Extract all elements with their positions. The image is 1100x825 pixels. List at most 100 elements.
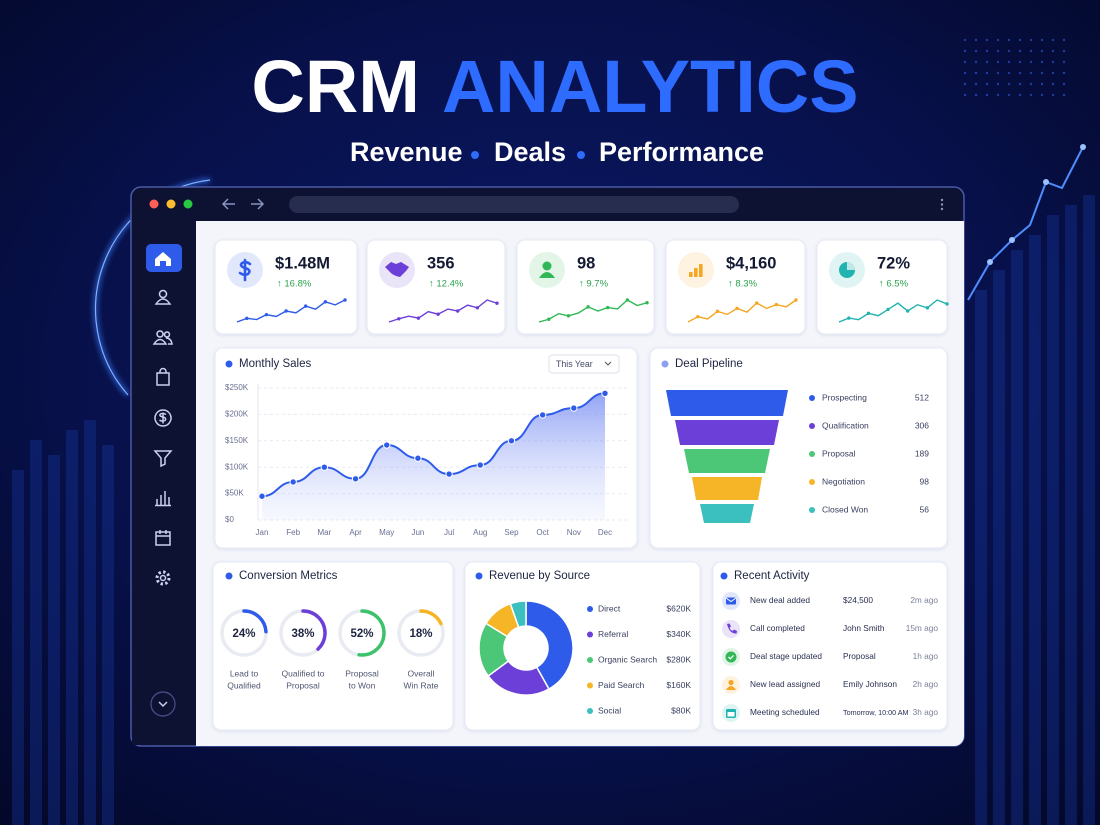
decor-dot xyxy=(1051,71,1055,75)
x-tick-label: Sep xyxy=(504,528,519,537)
activity-detail: Proposal xyxy=(843,651,876,661)
decor-dot xyxy=(1040,38,1044,42)
nav-products[interactable] xyxy=(156,367,170,386)
bars-icon xyxy=(699,264,703,277)
sparkline-point xyxy=(475,306,480,310)
kpi-value: 72% xyxy=(877,254,910,272)
collapse-button[interactable] xyxy=(150,691,176,717)
decor-dot xyxy=(985,49,989,53)
sales-point xyxy=(476,461,484,469)
window-maximize[interactable] xyxy=(183,199,193,209)
decor-bar xyxy=(1065,205,1077,825)
sparkline-point xyxy=(625,298,630,302)
address-bar[interactable] xyxy=(289,196,739,213)
sparkline-point xyxy=(794,298,798,302)
decor-bar xyxy=(102,445,114,825)
headline-white: CRM xyxy=(251,45,420,128)
decor-dot xyxy=(985,82,989,86)
window-minimize[interactable] xyxy=(166,199,176,209)
decor-dot xyxy=(963,71,967,75)
nav-revenue[interactable] xyxy=(154,409,172,427)
dropdown-chevron xyxy=(604,361,612,366)
decor-dot xyxy=(1040,71,1044,75)
decor-dot xyxy=(1062,38,1066,42)
decor-dot xyxy=(963,93,967,97)
decor-dot xyxy=(1018,49,1022,53)
sparkline-point xyxy=(547,317,551,321)
forward-button[interactable] xyxy=(251,198,265,210)
sales-point xyxy=(351,475,360,483)
sparkline-point xyxy=(245,316,249,321)
decor-dot xyxy=(1007,49,1011,53)
y-tick-label: $0 xyxy=(225,515,234,524)
title-dot xyxy=(225,360,233,368)
sales-area xyxy=(262,393,605,520)
activity-event: New lead assigned xyxy=(750,679,820,689)
nav-settings[interactable] xyxy=(155,570,171,586)
decor-dot xyxy=(1040,93,1044,97)
dollar-icon xyxy=(238,258,252,282)
legend-dot xyxy=(587,682,593,689)
decor-dot xyxy=(987,259,993,265)
decor-dot xyxy=(1007,93,1011,97)
kpi-value: $1.48M xyxy=(275,254,330,272)
decor-dot xyxy=(974,82,978,86)
activity-time: 1h ago xyxy=(913,651,939,661)
decor-bar xyxy=(993,270,1005,825)
filter-dropdown[interactable] xyxy=(548,354,620,374)
kpi-value: $4,160 xyxy=(726,254,776,272)
decor-dot xyxy=(996,49,1000,53)
decor-dot xyxy=(1062,71,1066,75)
ring-label: Overall xyxy=(408,668,435,678)
ring-value: 24% xyxy=(232,628,255,640)
ring-value: 18% xyxy=(409,628,432,640)
pipeline-card xyxy=(649,347,948,549)
check-icon xyxy=(725,651,737,663)
y-tick-label: $250K xyxy=(225,383,249,392)
sparkline-point xyxy=(715,309,720,314)
decor-dot xyxy=(963,82,967,86)
sparkline xyxy=(838,299,948,323)
subtitle-bullet xyxy=(471,151,479,159)
nav-calendar[interactable] xyxy=(155,530,171,546)
user-icon-body xyxy=(539,272,555,278)
legend-label: Direct xyxy=(598,603,621,613)
decor-dot xyxy=(1051,49,1055,53)
pie-icon-slice xyxy=(847,262,855,270)
sparkline-point xyxy=(323,300,328,304)
decor-dot xyxy=(963,60,967,64)
sales-point xyxy=(601,389,609,397)
activity-event: Call completed xyxy=(750,623,805,633)
legend-dot xyxy=(587,606,593,612)
subtitle-item: Deals xyxy=(494,137,566,167)
legend-dot xyxy=(809,451,815,457)
decor-dot xyxy=(996,82,1000,86)
sparkline-point xyxy=(925,306,930,310)
decor-dot xyxy=(1029,49,1033,53)
activity-detail: $24,500 xyxy=(843,595,873,605)
activity-detail: John Smith xyxy=(843,623,885,633)
sales-point xyxy=(289,478,297,486)
nav-contacts[interactable] xyxy=(154,289,172,305)
sales-point xyxy=(258,492,266,500)
ring-label: Lead to xyxy=(230,668,259,678)
nav-pipeline[interactable] xyxy=(153,450,173,468)
legend-value: $160K xyxy=(666,680,691,690)
nav-reports[interactable] xyxy=(155,491,171,507)
nav-team[interactable] xyxy=(152,330,173,345)
sparkline-point xyxy=(436,312,440,316)
y-tick-label: $150K xyxy=(225,436,249,445)
back-button[interactable] xyxy=(221,198,235,210)
sales-point xyxy=(538,411,547,419)
decor-dot xyxy=(1051,82,1055,86)
decor-dot xyxy=(996,60,1000,64)
menu-button[interactable] xyxy=(940,198,944,211)
activity-event: New deal added xyxy=(750,595,810,605)
activity-event: Meeting scheduled xyxy=(750,707,820,717)
sparkline-point xyxy=(774,302,779,307)
decor-bar xyxy=(1047,215,1059,825)
decor-bar xyxy=(1029,235,1041,825)
decor-dot xyxy=(974,93,978,97)
title-dot xyxy=(661,360,669,368)
window-close[interactable] xyxy=(149,199,159,209)
